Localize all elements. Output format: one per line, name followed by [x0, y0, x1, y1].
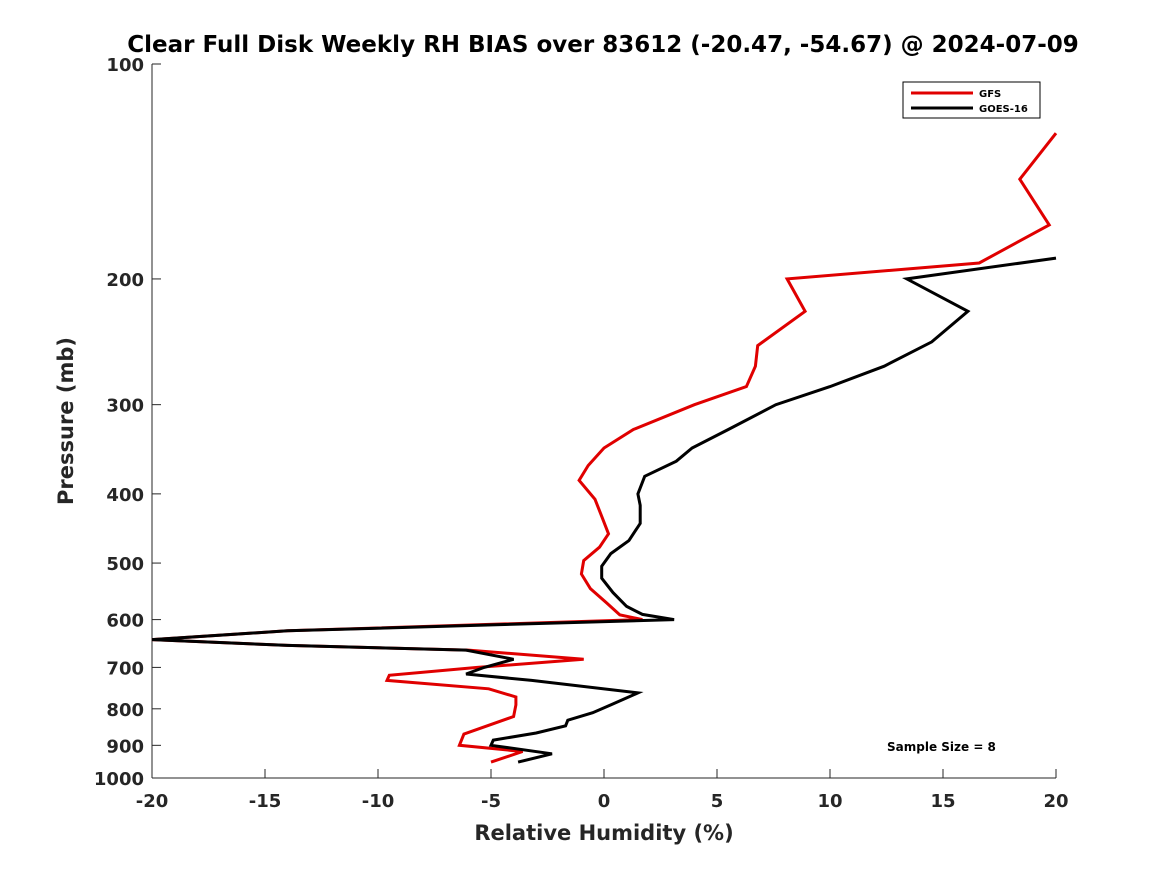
y-tick-label: 600: [106, 611, 144, 632]
legend-label: GFS: [979, 89, 1001, 100]
x-tick-label: -20: [136, 791, 169, 812]
y-ticks: 100 200 300 400 500 600 700 800 900 1000: [94, 55, 161, 790]
x-axis-label: Relative Humidity (%): [474, 821, 733, 845]
series-line-gfs: [151, 132, 1058, 764]
y-tick-label: 500: [106, 554, 144, 575]
y-tick-label: 700: [106, 658, 144, 679]
y-tick-label: 200: [106, 270, 144, 291]
x-tick-label: -10: [362, 791, 395, 812]
y-tick-label: 300: [106, 396, 144, 417]
sample-size-annotation: Sample Size = 8: [887, 740, 996, 754]
y-tick-label: 400: [106, 485, 144, 506]
chart-title: Clear Full Disk Weekly RH BIAS over 8361…: [127, 32, 1079, 58]
series-layer: [151, 132, 1058, 764]
y-tick-label: 1000: [94, 769, 144, 790]
legend: GFS GOES-16: [902, 81, 1041, 119]
series-line-goes-16: [151, 256, 1057, 764]
x-ticks: -20 -15 -10 -5 0 5 10 15 20: [136, 769, 1069, 812]
x-tick-label: -5: [481, 791, 501, 812]
x-tick-label: 20: [1043, 791, 1068, 812]
x-tick-label: 10: [817, 791, 842, 812]
y-axis-label: Pressure (mb): [54, 337, 78, 505]
y-tick-label: 900: [106, 736, 144, 757]
x-tick-label: 15: [930, 791, 955, 812]
x-tick-label: 0: [598, 791, 611, 812]
x-tick-label: 5: [711, 791, 724, 812]
legend-label: GOES-16: [979, 104, 1028, 115]
y-tick-label: 800: [106, 700, 144, 721]
y-tick-label: 100: [106, 55, 144, 76]
legend-box: [902, 81, 1041, 119]
x-tick-label: -15: [249, 791, 282, 812]
